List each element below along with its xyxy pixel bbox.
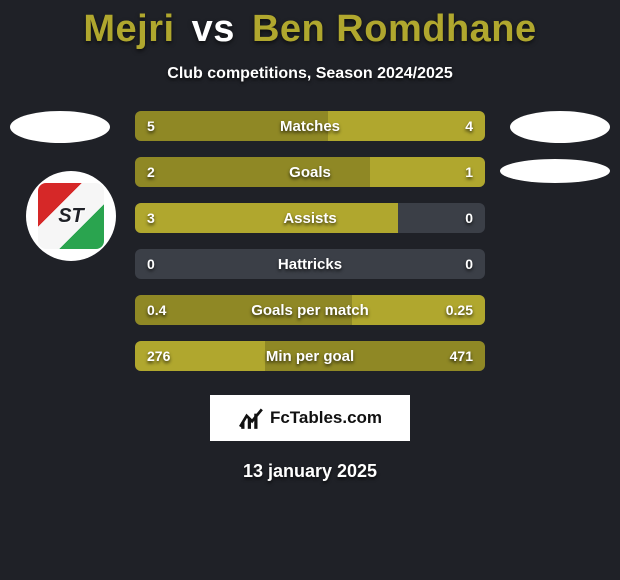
stat-row: Min per goal276471: [135, 341, 485, 371]
stat-value-left: 0: [147, 249, 155, 279]
stat-segment-right: [328, 111, 486, 141]
stat-value-right: 0: [465, 203, 473, 233]
stat-segment-right: [370, 157, 486, 187]
player1-ellipse: [10, 111, 110, 143]
stat-label: Hattricks: [135, 249, 485, 279]
date-label: 13 january 2025: [0, 461, 620, 482]
page-title: Mejri vs Ben Romdhane: [0, 0, 620, 51]
stat-row: Hattricks0 0: [135, 249, 485, 279]
player2-ellipse-1: [510, 111, 610, 143]
brand-chart-icon: [238, 405, 264, 431]
stat-bars-container: Matches54Goals21Assists30Hattricks00Goal…: [135, 111, 485, 371]
stat-row: Assists30: [135, 203, 485, 233]
stat-segment-right: [265, 341, 486, 371]
player2-ellipse-2: [500, 159, 610, 183]
subtitle: Club competitions, Season 2024/2025: [0, 65, 620, 83]
stat-row: Matches54: [135, 111, 485, 141]
player2-name: Ben Romdhane: [252, 8, 537, 50]
stat-segment-left: [135, 203, 398, 233]
stat-row: Goals21: [135, 157, 485, 187]
stat-segment-left: [135, 157, 370, 187]
brand-box: FcTables.com: [210, 395, 410, 441]
club-badge-inner: [38, 183, 104, 249]
comparison-stage: Matches54Goals21Assists30Hattricks00Goal…: [0, 111, 620, 482]
stat-row: Goals per match0.40.25: [135, 295, 485, 325]
player1-name: Mejri: [83, 8, 174, 50]
stat-segment-left: [135, 111, 328, 141]
stat-value-right: 0: [465, 249, 473, 279]
club-badge: [26, 171, 116, 261]
vs-label: vs: [192, 8, 235, 50]
stat-segment-left: [135, 295, 352, 325]
stat-segment-right: [352, 295, 485, 325]
stat-segment-left: [135, 341, 265, 371]
brand-text: FcTables.com: [270, 408, 382, 428]
